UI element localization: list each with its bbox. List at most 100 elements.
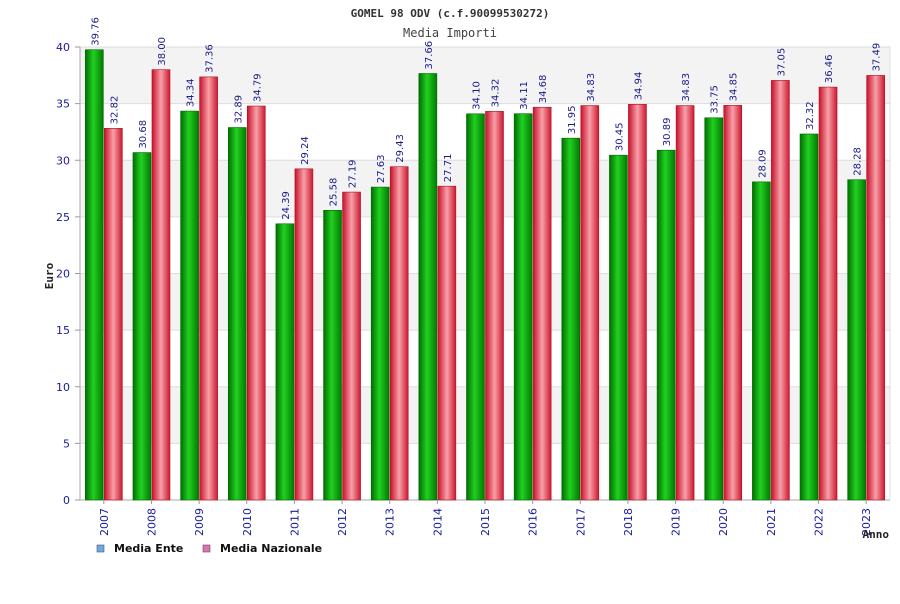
bar-value-label: 37.36 <box>205 44 216 73</box>
bar-value-label: 34.32 <box>491 79 502 108</box>
bar-value-label: 30.45 <box>614 123 625 152</box>
bar-value-label: 27.63 <box>376 154 387 183</box>
bar-media-nazionale <box>866 75 885 501</box>
bar-value-label: 24.39 <box>281 191 292 220</box>
legend-label: Media Nazionale <box>220 542 322 555</box>
bar-media-ente <box>704 117 724 501</box>
x-tick-label: 2012 <box>336 508 349 536</box>
bar-media-ente <box>85 49 104 501</box>
x-tick-label: 2009 <box>193 508 206 536</box>
bar-media-ente <box>752 181 771 501</box>
bar-media-nazionale <box>771 80 790 501</box>
bar-media-ente <box>180 110 199 501</box>
legend-swatch <box>96 544 105 553</box>
y-tick-label: 35 <box>56 98 70 111</box>
bar-value-label: 37.66 <box>424 41 435 70</box>
x-tick-label: 2013 <box>384 508 397 536</box>
bar-media-ente <box>275 223 295 501</box>
bar-media-nazionale <box>246 105 266 501</box>
bar-media-nazionale <box>723 105 743 501</box>
bar-media-nazionale <box>580 105 600 501</box>
x-tick-label: 2015 <box>479 508 492 536</box>
bar-media-ente <box>323 210 342 501</box>
bar-media-nazionale <box>342 191 361 501</box>
legend-swatch <box>202 544 211 553</box>
bar-media-nazionale <box>389 166 409 501</box>
y-tick-label: 5 <box>63 437 70 450</box>
x-tick-label: 2011 <box>288 508 301 536</box>
x-tick-label: 2016 <box>527 508 540 536</box>
x-tick-label: 2010 <box>241 508 254 536</box>
bar-value-label: 34.34 <box>186 78 197 107</box>
bar-value-label: 27.71 <box>443 154 454 183</box>
legend-label: Media Ente <box>114 542 183 555</box>
bar-value-label: 30.68 <box>138 120 149 149</box>
bar-media-ente <box>847 179 866 501</box>
bar-value-label: 32.32 <box>805 101 816 130</box>
bar-media-ente <box>132 152 152 501</box>
bar-media-nazionale <box>294 168 314 501</box>
bar-media-nazionale <box>675 105 695 501</box>
bar-value-label: 38.00 <box>157 37 168 66</box>
y-tick-label: 10 <box>56 381 70 394</box>
bar-value-label: 34.11 <box>519 81 530 110</box>
bar-value-label: 30.89 <box>662 118 673 147</box>
bar-media-ente <box>370 186 390 501</box>
bar-value-label: 34.79 <box>252 73 263 102</box>
y-tick-label: 0 <box>63 494 70 507</box>
bar-value-label: 34.68 <box>538 75 549 104</box>
bar-media-ente <box>227 127 247 501</box>
x-tick-label: 2023 <box>860 508 873 536</box>
bar-value-label: 36.46 <box>824 54 835 83</box>
bar-media-ente <box>609 154 628 501</box>
chart-title: GOMEL 98 ODV (c.f.90099530272) <box>351 7 550 20</box>
bar-value-label: 34.94 <box>633 72 644 101</box>
bar-media-nazionale <box>532 106 552 501</box>
bar-value-label: 39.76 <box>90 17 101 46</box>
bar-value-label: 34.85 <box>729 73 740 102</box>
y-tick-label: 25 <box>56 211 70 224</box>
bar-media-nazionale <box>818 86 838 501</box>
bar-value-label: 29.43 <box>395 134 406 163</box>
x-tick-label: 2020 <box>717 508 730 536</box>
x-tick-label: 2017 <box>574 508 587 536</box>
bar-value-label: 34.10 <box>472 81 483 110</box>
y-tick-label: 40 <box>56 41 70 54</box>
bar-value-label: 28.28 <box>853 147 864 176</box>
bar-value-label: 32.82 <box>109 96 120 125</box>
x-tick-label: 2018 <box>622 508 635 536</box>
bar-value-label: 32.89 <box>233 95 244 124</box>
bar-value-label: 29.24 <box>300 136 311 165</box>
bar-value-label: 34.83 <box>681 73 692 102</box>
bar-media-nazionale <box>199 76 218 501</box>
legend: Media Ente Media Nazionale <box>96 542 322 555</box>
bar-value-label: 28.09 <box>757 149 768 178</box>
bar-value-label: 31.95 <box>567 106 578 135</box>
bar-value-label: 33.75 <box>710 85 721 114</box>
bar-value-label: 25.58 <box>329 178 340 207</box>
bar-media-nazionale <box>628 104 647 501</box>
x-tick-label: 2008 <box>145 508 158 536</box>
x-axis-ticks: 2007 2008 2009 2010 2011 2012 2013 2014 2015 2016… <box>98 500 873 536</box>
y-axis-label: Euro <box>43 262 56 289</box>
bar-media-nazionale <box>485 111 504 501</box>
bar-media-nazionale <box>104 128 123 501</box>
y-tick-label: 20 <box>56 268 70 281</box>
x-tick-label: 2014 <box>431 508 444 536</box>
bar-media-ente <box>799 133 819 501</box>
bar-media-ente <box>513 113 533 501</box>
bar-value-label: 37.49 <box>872 43 883 72</box>
x-tick-label: 2021 <box>765 508 778 536</box>
bar-media-nazionale <box>151 69 171 501</box>
bar-media-ente <box>418 73 438 501</box>
x-tick-label: 2022 <box>813 508 826 536</box>
y-tick-label: 15 <box>56 324 70 337</box>
chart-subtitle: Media Importi <box>403 26 497 40</box>
bars-group <box>85 49 885 501</box>
x-tick-label: 2007 <box>98 508 111 536</box>
bar-value-label: 27.19 <box>348 159 359 188</box>
bar-value-label: 37.05 <box>776 48 787 77</box>
x-axis-label: Anno <box>863 528 890 541</box>
